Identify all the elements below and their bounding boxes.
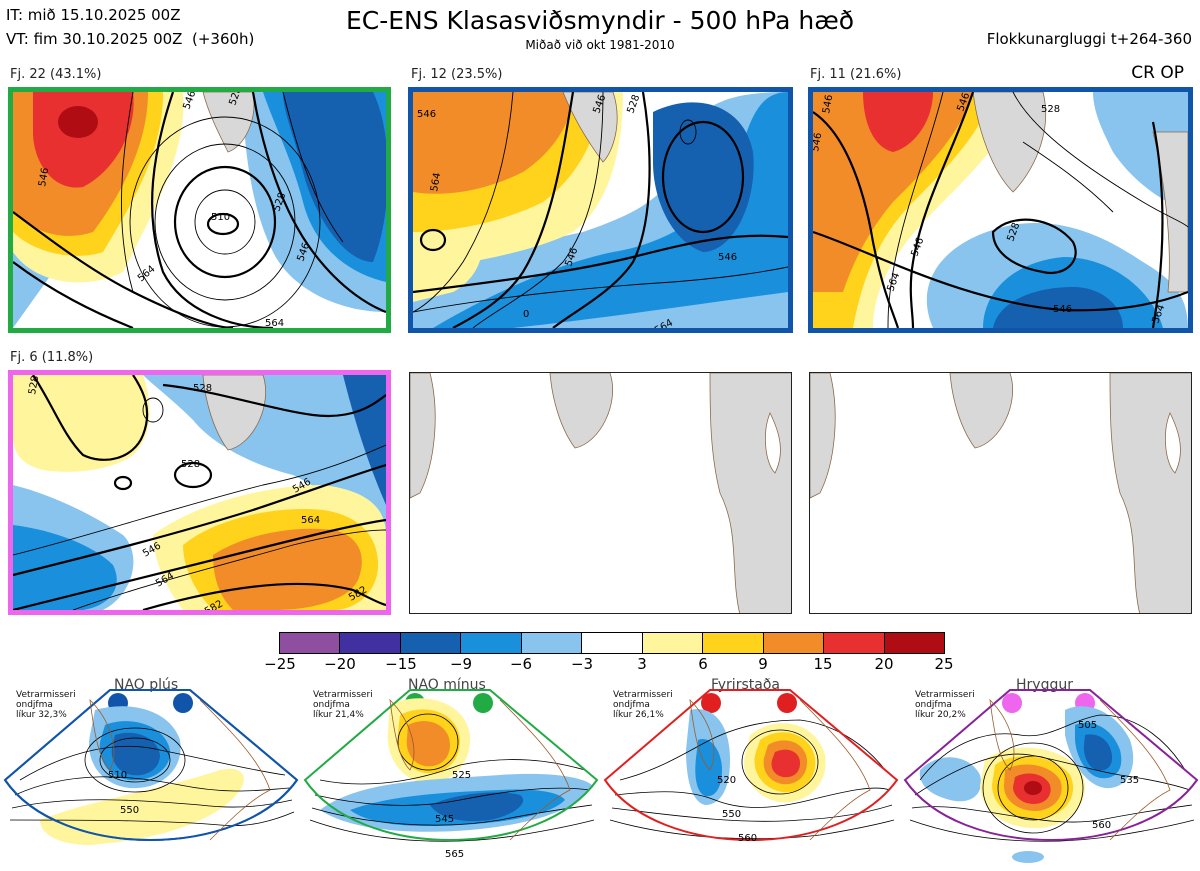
regime-3-marker [701, 693, 721, 713]
colorbar-tick: −6 [509, 655, 533, 673]
cluster-4-label: Fj. 6 (11.8%) [10, 350, 94, 365]
regime-3-prob: Vetrarmisseri ondjfma líkur 26,1% [613, 690, 673, 720]
contour-label: 545 [435, 814, 454, 825]
contour-label: 0 [523, 309, 529, 320]
colorbar [279, 632, 945, 654]
classification-window: Flokkunargluggi t+264-360 [986, 30, 1192, 48]
init-time: IT: mið 15.10.2025 00Z [6, 6, 181, 24]
contour-label: 546 [821, 94, 835, 115]
contour-label: 560 [738, 833, 757, 844]
empty-map-panel [809, 372, 1192, 614]
contour-label: 550 [722, 809, 741, 820]
cluster-4-map[interactable]: 528 528 528 546 564 546 564 582 582 [8, 370, 391, 615]
contour-label: 564 [265, 318, 284, 328]
regime-2-marker [473, 693, 493, 713]
colorbar-segment [461, 633, 522, 653]
regime-4-map[interactable]: 505 535 560 [900, 680, 1200, 870]
contour-label: 582 [203, 599, 225, 610]
colorbar-tick: −25 [264, 655, 296, 673]
contour-label: 560 [1092, 820, 1111, 831]
regime-3-map[interactable]: 520 550 560 [600, 680, 900, 870]
regime-4-marker [1002, 693, 1022, 713]
colorbar-segment [642, 633, 704, 653]
colorbar-segment [824, 633, 885, 653]
regime-1-prob: Vetrarmisseri ondjfma líkur 32,3% [16, 690, 76, 720]
empty-map-panel [409, 372, 792, 614]
operational-badge: CR OP [1131, 63, 1184, 83]
contour-label: 546 [37, 167, 51, 188]
cluster-1-map[interactable]: 546 528 510 546 528 564 546 564 [8, 87, 391, 333]
page-title: EC-ENS Klasasviðsmyndir - 500 hPa hæð [345, 6, 855, 35]
regime-1-map[interactable]: 510 550 [0, 680, 300, 870]
cluster-2-map[interactable]: 546 546 528 564 546 546 0 564 [408, 87, 793, 333]
regime-2-map[interactable]: 525 545 565 [300, 680, 600, 870]
colorbar-tick: 3 [637, 655, 647, 673]
regime-2-prob: Vetrarmisseri ondjfma líkur 21,4% [313, 690, 373, 720]
colorbar-tick: 15 [813, 655, 833, 673]
contour-label: 564 [301, 515, 320, 526]
cluster-1-label: Fj. 22 (43.1%) [10, 67, 102, 82]
colorbar-tick: −15 [385, 655, 417, 673]
contour-label: 528 [1041, 104, 1060, 115]
contour-label: 525 [452, 770, 471, 781]
colorbar-segment [521, 633, 583, 653]
cluster-3-map[interactable]: 546 546 528 546 528 546 564 546 564 [808, 87, 1193, 333]
colorbar-segment [582, 633, 643, 653]
colorbar-segment [400, 633, 462, 653]
regime-4-prob: Vetrarmisseri ondjfma líkur 20,2% [915, 690, 975, 720]
colorbar-segment [703, 633, 764, 653]
colorbar-tick: −9 [449, 655, 473, 673]
contour-label: 546 [813, 132, 824, 153]
contour-label: 505 [1078, 720, 1097, 731]
contour-label: 528 [181, 459, 200, 470]
contour-label: 510 [211, 212, 230, 223]
colorbar-segment [340, 633, 401, 653]
contour-label: 564 [653, 318, 675, 328]
colorbar-tick: −20 [324, 655, 356, 673]
regime-3-marker [777, 693, 797, 713]
colorbar-segment [884, 633, 944, 653]
contour-label: 550 [120, 805, 139, 816]
colorbar-tick: 9 [758, 655, 768, 673]
regime-1-marker [173, 693, 193, 713]
colorbar-tick: 20 [874, 655, 894, 673]
valid-time: VT: fim 30.10.2025 00Z (+360h) [6, 30, 255, 48]
colorbar-tick: 6 [698, 655, 708, 673]
contour-label: 565 [445, 849, 464, 860]
colorbar-segment [763, 633, 825, 653]
colorbar-tick: −3 [570, 655, 594, 673]
page-subtitle: Miðað við okt 1981-2010 [525, 38, 675, 52]
contour-label: 510 [108, 770, 127, 781]
cluster-3-label: Fj. 11 (21.6%) [810, 67, 902, 82]
contour-label: 520 [717, 775, 736, 786]
colorbar-segment [280, 633, 341, 653]
cluster-2-label: Fj. 12 (23.5%) [411, 67, 503, 82]
contour-label: 546 [718, 252, 737, 263]
contour-label: 546 [417, 109, 436, 120]
colorbar-tick: 25 [934, 655, 954, 673]
contour-label: 564 [429, 172, 443, 193]
contour-label: 528 [27, 375, 41, 396]
contour-label: 546 [1053, 304, 1072, 315]
contour-label: 535 [1120, 775, 1139, 786]
contour-label: 528 [193, 383, 212, 394]
